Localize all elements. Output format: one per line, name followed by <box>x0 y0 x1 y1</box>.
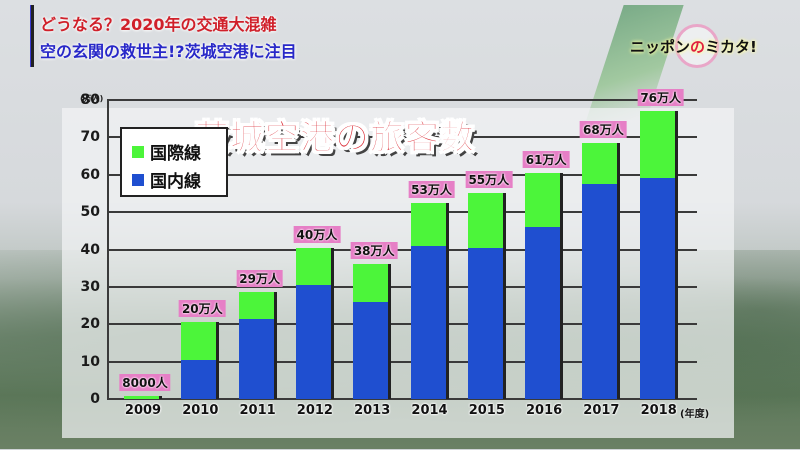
gridline <box>107 173 697 176</box>
x-tick-label: 2013 <box>354 403 391 418</box>
bar-segment-international <box>295 247 331 285</box>
bar-2009 <box>124 396 162 399</box>
y-tick-label: 10 <box>80 353 100 370</box>
y-tick-label: 0 <box>90 391 100 407</box>
gridline <box>107 248 697 251</box>
bar-segment-domestic <box>181 359 217 399</box>
bar-2018 <box>639 111 678 399</box>
x-tick-label: 2011 <box>239 403 276 418</box>
gridline <box>107 211 697 214</box>
y-tick-label: 60 <box>80 166 100 183</box>
bar-2013 <box>353 264 392 399</box>
total-value-label: 53万人 <box>408 180 455 198</box>
bar-segment-international <box>410 202 446 246</box>
bar-2016 <box>525 172 564 399</box>
x-axis-unit: (年度) <box>680 409 710 420</box>
legend-item-international: 国際線 <box>132 139 201 164</box>
bar-segment-international <box>124 396 159 399</box>
chart-legend: 国際線 国内線 <box>120 127 228 197</box>
x-tick-label: 2009 <box>124 403 162 418</box>
bar-segment-domestic <box>238 318 274 399</box>
bar-segment-domestic <box>639 178 675 399</box>
gridline <box>107 285 697 288</box>
bar-segment-international <box>582 142 618 185</box>
logo-magnifier-icon <box>675 24 719 68</box>
y-tick-label: 20 <box>80 316 100 333</box>
bar-2014 <box>410 202 449 399</box>
y-tick-label: 40 <box>80 241 100 258</box>
y-tick-label: 70 <box>80 129 100 146</box>
x-tick-label: 2015 <box>468 403 505 418</box>
bar-segment-domestic <box>467 247 503 399</box>
y-axis-line <box>107 100 109 400</box>
bar-segment-domestic <box>410 245 446 399</box>
x-tick-label: 2016 <box>526 403 563 418</box>
bar-2012 <box>295 247 334 399</box>
x-tick-label: 2010 <box>182 403 219 418</box>
total-value-label: 38万人 <box>350 242 398 260</box>
bar-segment-international <box>525 172 561 228</box>
bar-segment-international <box>353 264 389 302</box>
legend-swatch-international <box>132 145 144 158</box>
bar-segment-domestic <box>525 227 561 399</box>
x-tick-label: 2017 <box>583 403 620 418</box>
total-value-label: 76万人 <box>637 89 685 107</box>
legend-swatch-domestic <box>132 173 144 186</box>
total-value-label: 20万人 <box>178 300 226 318</box>
headline-line-2: 空の玄関の救世主!?茨城空港に注目 <box>40 42 297 61</box>
bar-segment-international <box>238 292 274 319</box>
total-value-label: 61万人 <box>522 150 570 168</box>
bar-segment-international <box>467 193 503 248</box>
legend-item-domestic: 国内線 <box>132 167 201 192</box>
bar-segment-domestic <box>353 301 389 399</box>
y-tick-label: 50 <box>80 204 100 221</box>
program-logo: ニッポンのミカタ! <box>630 24 760 70</box>
total-value-label: 55万人 <box>465 171 513 189</box>
chart-title: 茨城空港の旅客数 <box>195 118 475 159</box>
gridline <box>107 99 697 101</box>
gridline <box>107 136 697 139</box>
y-axis-unit: (万人) <box>80 94 104 103</box>
x-tick-label: 2012 <box>296 403 333 418</box>
gridline <box>107 323 697 326</box>
x-tick-label: 2014 <box>411 403 448 418</box>
x-axis-line <box>107 398 697 400</box>
y-tick-label: 80 <box>80 92 100 108</box>
bar-2017 <box>582 142 621 399</box>
bar-segment-domestic <box>295 285 331 399</box>
y-tick-label: 30 <box>80 278 100 295</box>
bar-2015 <box>467 193 506 399</box>
gridline <box>107 360 697 363</box>
bar-segment-international <box>639 111 675 179</box>
total-value-label: 29万人 <box>236 270 283 288</box>
bar-2010 <box>181 322 220 399</box>
bar-2011 <box>238 292 277 399</box>
bar-segment-international <box>181 322 217 360</box>
total-value-label: 40万人 <box>293 225 341 243</box>
headline-accent-bar <box>30 5 34 67</box>
total-value-label: 8000人 <box>119 374 171 391</box>
headline-line-1: どうなる？2020年の交通大混雑 <box>40 15 277 34</box>
bar-segment-domestic <box>582 184 618 399</box>
x-tick-label: 2018 <box>640 403 677 418</box>
total-value-label: 68万人 <box>580 120 627 138</box>
logo-text: ニッポンのミカタ! <box>630 38 757 56</box>
